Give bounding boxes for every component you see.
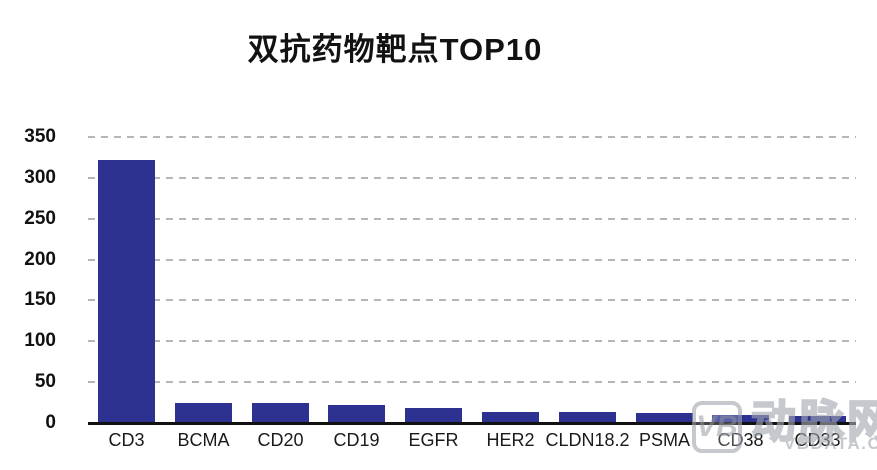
gridline-200	[88, 258, 856, 261]
x-tick-label-PSMA: PSMA	[638, 430, 690, 450]
x-tick-label-EGFR: EGFR	[408, 430, 459, 450]
gridline-100	[88, 340, 856, 343]
x-tick-label-CD19: CD19	[333, 430, 380, 450]
y-axis-tick-label: 0	[45, 412, 56, 433]
chart-title: 双抗药物靶点TOP10	[247, 32, 543, 67]
y-axis-tick-label: 250	[24, 207, 56, 229]
bar-CD20	[252, 403, 309, 423]
gridline-50	[88, 381, 856, 384]
bar-EGFR	[405, 408, 462, 423]
x-tick-label-BCMA: BCMA	[177, 430, 230, 450]
gridline-250	[88, 217, 856, 220]
bar-BCMA	[175, 403, 232, 423]
x-tick-label-CD33: CD33	[794, 430, 841, 450]
y-axis-tick-label: 50	[34, 371, 56, 393]
x-tick-label-CLDN18.2: CLDN18.2	[545, 430, 630, 450]
y-axis-tick-label: 100	[24, 330, 56, 352]
x-tick-label-HER2: HER2	[486, 430, 535, 450]
bar-CD33	[789, 416, 846, 423]
gridline-300	[88, 176, 856, 179]
x-axis-line	[88, 422, 856, 425]
gridline-150	[88, 299, 856, 302]
x-tick-label-CD20: CD20	[257, 430, 304, 450]
gridline-350	[88, 136, 856, 138]
bar-CD3	[98, 160, 155, 423]
y-axis-tick-label: 300	[24, 166, 56, 188]
bar-CD19	[328, 405, 385, 423]
y-axis-tick-label: 350	[24, 126, 56, 147]
y-axis-tick-label: 150	[24, 289, 56, 311]
y-axis-tick-label: 200	[24, 248, 56, 270]
x-tick-label-CD3: CD3	[108, 430, 145, 450]
bar-CLDN18.2	[559, 412, 616, 423]
bar-HER2	[482, 412, 539, 423]
bar-PSMA	[636, 413, 693, 423]
